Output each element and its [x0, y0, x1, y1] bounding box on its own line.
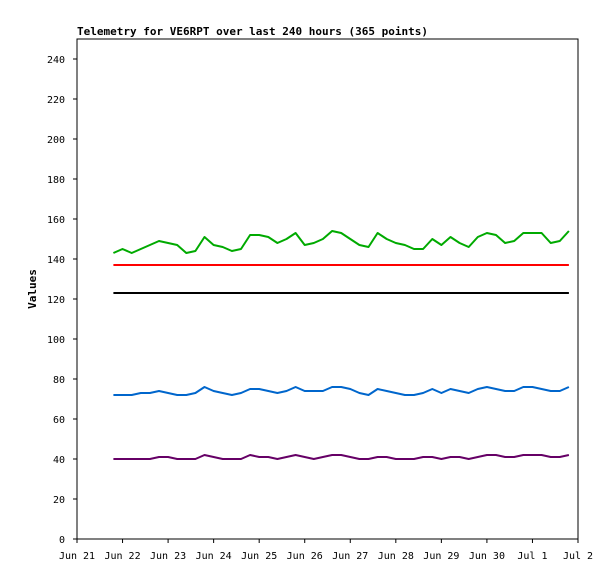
x-axis: Jun 21 Jun 22 Jun 23 Jun 24 Jun 25 Jun 26 Jun … — [59, 539, 593, 562]
plot-frame — [76, 38, 579, 540]
x-tick-label: Jul 2 — [563, 551, 593, 562]
y-tick-label: 180 — [47, 175, 65, 186]
y-tick-label: 160 — [47, 215, 65, 226]
series-line-5 — [113, 454, 570, 460]
y-axis-label: Values — [26, 269, 39, 309]
y-tick-label: 80 — [53, 375, 65, 386]
y-tick-label: 0 — [59, 535, 65, 546]
y-tick-label: 120 — [47, 295, 65, 306]
y-tick-label: 200 — [47, 135, 65, 146]
x-tick-label: Jun 30 — [469, 551, 505, 562]
series-line-4 — [113, 386, 570, 396]
x-tick-label: Jun 23 — [150, 551, 186, 562]
y-tick-label: 60 — [53, 415, 65, 426]
x-tick-label: Jul 1 — [517, 551, 547, 562]
chart-title: Telemetry for VE6RPT over last 240 hours… — [77, 25, 428, 38]
x-tick-label: Jun 28 — [378, 551, 414, 562]
y-tick-label: 100 — [47, 335, 65, 346]
y-tick-label: 20 — [53, 495, 65, 506]
x-tick-label: Jun 21 — [59, 551, 95, 562]
y-tick-label: 220 — [47, 95, 65, 106]
x-tick-label: Jun 24 — [196, 551, 232, 562]
y-axis: 0 20 40 60 80 100 120 140 160 180 200 220 240 — [47, 55, 77, 546]
series-group — [112, 230, 570, 460]
x-tick-label: Jun 22 — [104, 551, 140, 562]
x-tick-label: Jun 27 — [332, 551, 368, 562]
x-tick-label: Jun 25 — [241, 551, 277, 562]
y-tick-label: 140 — [47, 255, 65, 266]
series-line-1 — [112, 230, 570, 254]
y-tick-label: 240 — [47, 55, 65, 66]
x-tick-label: Jun 26 — [287, 551, 323, 562]
x-tick-label: Jun 29 — [423, 551, 459, 562]
y-tick-label: 40 — [53, 455, 65, 466]
